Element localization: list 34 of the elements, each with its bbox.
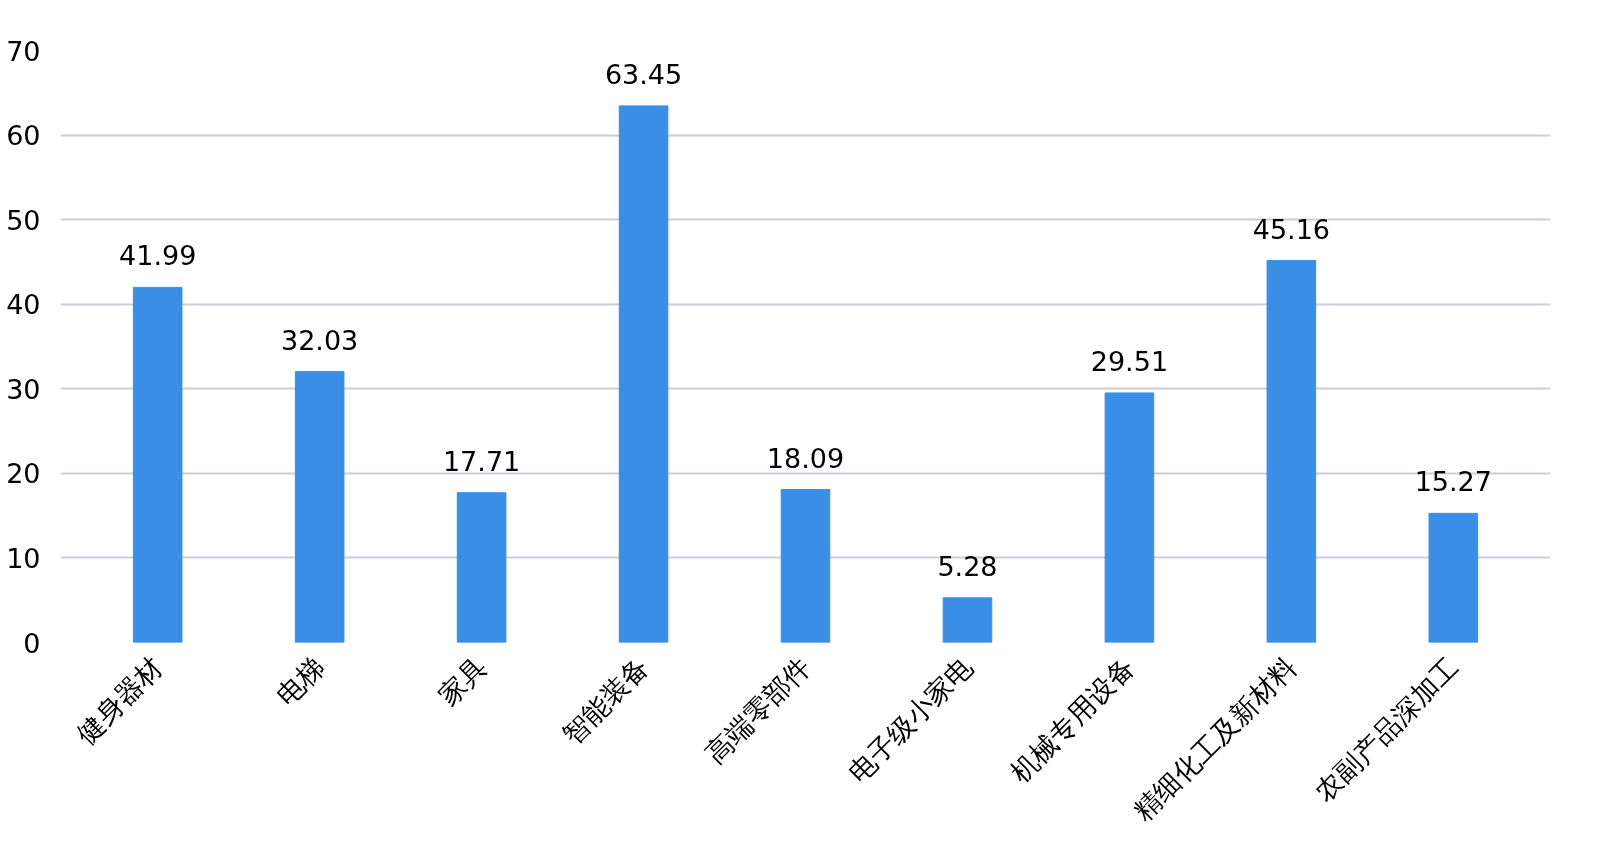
bar [1266, 260, 1317, 643]
data-label: 18.09 [766, 442, 845, 474]
y-tick-label: 60 [6, 120, 41, 152]
data-label: 17.71 [442, 445, 521, 477]
bar [294, 371, 345, 643]
bar [1428, 512, 1479, 643]
x-tick-label: 家具 [432, 651, 493, 712]
data-label: 45.16 [1252, 213, 1331, 245]
data-label: 29.51 [1090, 345, 1169, 377]
bar [618, 105, 669, 643]
y-tick-label: 40 [6, 289, 41, 321]
data-label: 63.45 [604, 58, 683, 90]
x-tick-label: 机械专用设备 [1003, 651, 1141, 789]
x-tick-label: 农副产品深加工 [1308, 651, 1465, 808]
y-tick-label: 0 [23, 627, 41, 659]
y-tick-label: 10 [6, 542, 41, 574]
x-tick-label: 高端零部件 [699, 651, 817, 769]
y-tick-label: 30 [6, 373, 41, 405]
x-tick-label: 健身器材 [70, 651, 169, 750]
bar [780, 489, 831, 643]
x-tick-label: 智能装备 [556, 651, 655, 750]
x-tick-label: 电梯 [270, 651, 331, 712]
y-tick-label: 50 [6, 204, 41, 236]
bar [456, 492, 507, 643]
y-tick-label: 70 [6, 35, 41, 67]
bar [132, 286, 183, 643]
data-label: 32.03 [280, 324, 359, 356]
data-label: 5.28 [937, 550, 998, 582]
bar [1104, 392, 1155, 643]
x-tick-label: 电子级小家电 [841, 651, 979, 789]
bar [942, 597, 993, 643]
data-label: 15.27 [1414, 466, 1492, 498]
data-label: 41.99 [119, 240, 197, 272]
y-tick-label: 20 [6, 458, 41, 490]
